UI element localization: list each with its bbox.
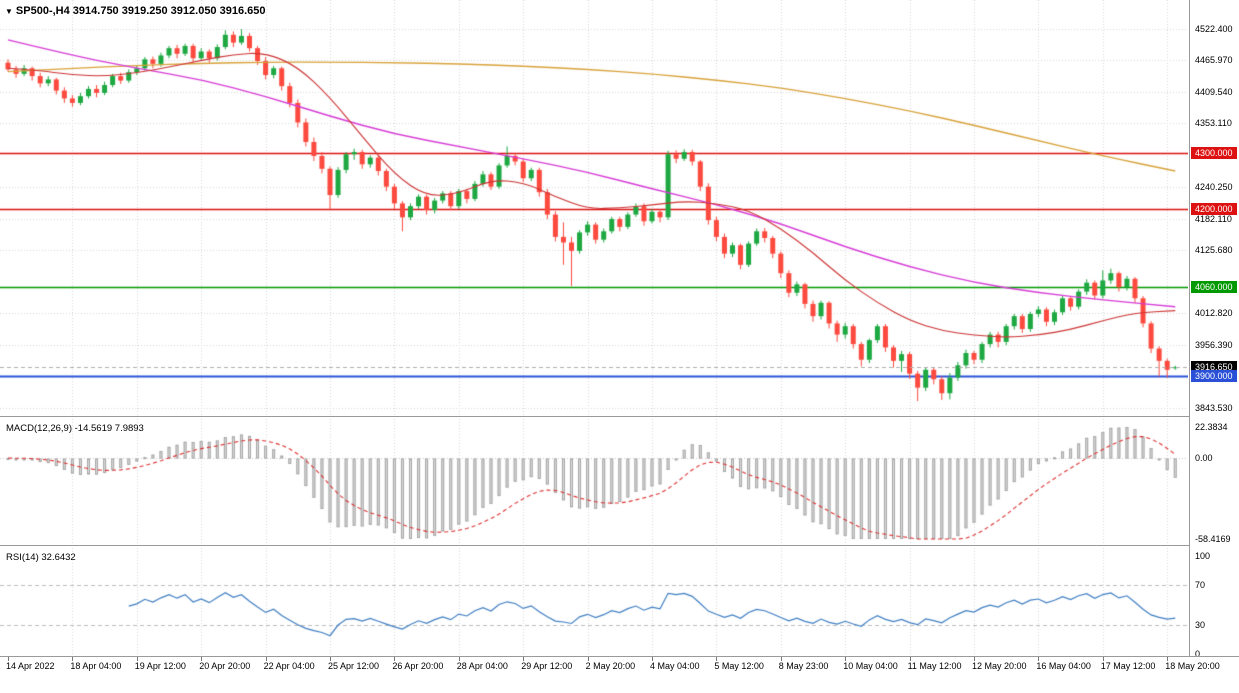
- time-tick-mark: [459, 657, 460, 661]
- time-axis-label: 14 Apr 2022: [6, 661, 55, 671]
- time-tick-mark: [716, 657, 717, 661]
- rsi-value: 32.6432: [41, 552, 76, 563]
- time-tick-mark: [974, 657, 975, 661]
- macd-axis-label: 0.00: [1195, 453, 1213, 464]
- price-chart-panel: [0, 0, 1188, 416]
- time-tick-mark: [588, 657, 589, 661]
- time-tick-mark: [72, 657, 73, 661]
- time-axis-label: 11 May 12:00: [907, 661, 962, 671]
- price-tick-label: 4012.820: [1195, 308, 1233, 319]
- time-tick-mark: [330, 657, 331, 661]
- time-tick-mark: [1038, 657, 1039, 661]
- time-tick-mark: [266, 657, 267, 661]
- price-tick-label: 4182.110: [1195, 213, 1232, 224]
- price-tick-label: 4125.680: [1195, 245, 1233, 256]
- time-axis-label: 20 Apr 20:00: [199, 661, 251, 671]
- time-axis-label: 5 May 12:00: [714, 661, 764, 671]
- time-axis-label: 2 May 20:00: [585, 661, 636, 671]
- chart-collapse-icon[interactable]: ▼: [5, 7, 13, 16]
- time-axis-label: 28 Apr 04:00: [456, 661, 508, 671]
- price-tick-label: 4465.970: [1195, 55, 1233, 66]
- time-axis-label: 8 May 23:00: [778, 661, 829, 671]
- price-tick-label: 4522.400: [1195, 23, 1233, 34]
- price-tick-label: 4409.540: [1195, 86, 1233, 97]
- rsi-axis-label: 30: [1195, 619, 1206, 630]
- rsi-axis-label: 100: [1195, 551, 1211, 561]
- time-axis-label: 10 May 04:00: [843, 661, 898, 671]
- macd-chart-canvas[interactable]: [0, 419, 1188, 545]
- time-tick-mark: [8, 657, 9, 661]
- time-tick-mark: [523, 657, 524, 661]
- macd-axis-label: -58.4169: [1195, 534, 1231, 544]
- time-axis-label: 17 May 12:00: [1100, 661, 1156, 671]
- price-tick-label: 3843.530: [1195, 402, 1233, 413]
- time-axis-label: 4 May 04:00: [650, 661, 700, 671]
- macd-axis-label: 22.3834: [1195, 422, 1228, 432]
- time-tick-mark: [201, 657, 202, 661]
- price-tick-label: 3956.390: [1195, 339, 1233, 350]
- price-level-badge: 4300.000: [1191, 147, 1237, 160]
- time-tick-mark: [137, 657, 138, 661]
- price-level-badge: 3900.000: [1191, 370, 1237, 383]
- panel-divider[interactable]: [0, 545, 1239, 548]
- macd-title: MACD(12,26,9): [6, 423, 72, 434]
- price-axis[interactable]: 4522.400 4465.970 4409.540 4353.110 4240.250…: [1189, 0, 1239, 659]
- time-axis-label: 18 Apr 04:00: [70, 661, 122, 671]
- time-axis-label: 25 Apr 12:00: [328, 661, 380, 671]
- chart-ohlc-values: 3914.750 3919.250 3912.050 3916.650: [72, 5, 266, 17]
- time-axis-label: 29 Apr 12:00: [521, 661, 573, 671]
- chart-symbol-label: SP500-,H4: [15, 5, 70, 17]
- time-axis-label: 22 Apr 04:00: [263, 661, 315, 671]
- rsi-chart-canvas[interactable]: [0, 548, 1188, 656]
- time-tick-mark: [781, 657, 782, 661]
- price-tick-label: 4240.250: [1195, 181, 1233, 192]
- price-level-badge: 4200.000: [1191, 202, 1237, 215]
- time-axis-label: 19 Apr 12:00: [134, 661, 186, 671]
- price-level-badge: 3916.650: [1191, 361, 1237, 374]
- time-axis-label: 26 Apr 20:00: [392, 661, 444, 671]
- macd-values: -14.5619 7.9893: [74, 423, 144, 434]
- macd-panel: [0, 419, 1189, 545]
- time-tick-mark: [652, 657, 653, 661]
- time-axis-label: 12 May 20:00: [972, 661, 1027, 671]
- time-axis[interactable]: 14 Apr 2022 18 Apr 04:00 19 Apr 12:00 20 Ap…: [0, 656, 1239, 693]
- rsi-panel: [0, 548, 1189, 656]
- rsi-axis-label: 70: [1195, 580, 1206, 591]
- time-tick-mark: [1167, 657, 1168, 661]
- rsi-axis-label: 0: [1195, 649, 1201, 659]
- price-level-badge: 4060.000: [1191, 281, 1237, 294]
- time-axis-label: 16 May 04:00: [1036, 661, 1091, 671]
- rsi-label: RSI(14) 32.6432: [6, 552, 76, 563]
- time-tick-mark: [845, 657, 846, 661]
- time-axis-label: 18 May 20:00: [1165, 661, 1220, 671]
- panel-divider[interactable]: [0, 416, 1239, 419]
- macd-label: MACD(12,26,9) -14.5619 7.9893: [6, 423, 144, 434]
- price-tick-label: 4353.110: [1195, 118, 1232, 129]
- time-tick-mark: [394, 657, 395, 661]
- price-chart-canvas[interactable]: [0, 0, 1188, 416]
- chart-title: ▼ SP500-,H4 3914.750 3919.250 3912.050 39…: [5, 5, 266, 17]
- time-tick-mark: [1103, 657, 1104, 661]
- rsi-title: RSI(14): [6, 552, 39, 563]
- time-tick-mark: [910, 657, 911, 661]
